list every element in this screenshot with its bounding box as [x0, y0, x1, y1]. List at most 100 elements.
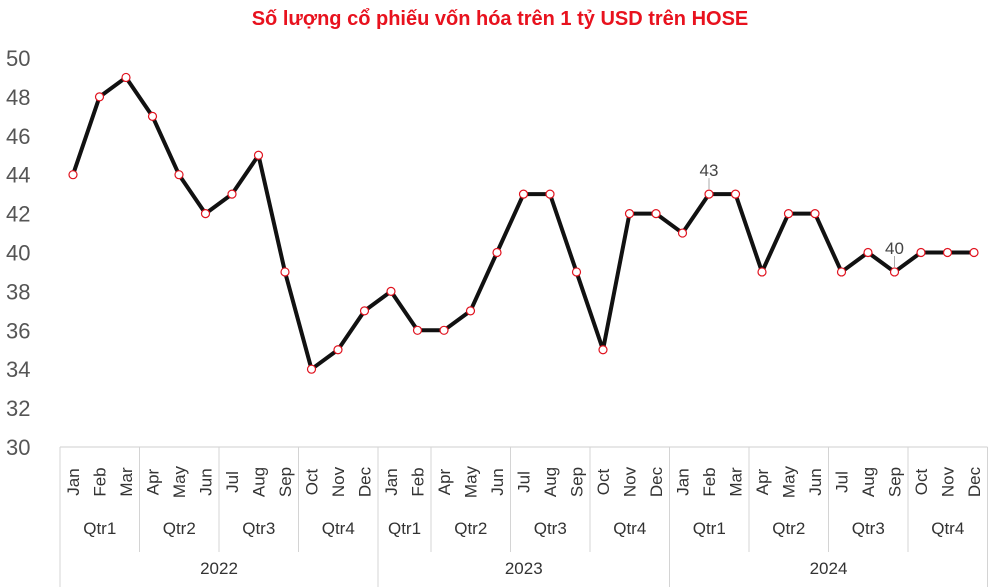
data-point [783, 209, 794, 219]
month-tick-label: Feb [700, 467, 719, 496]
data-point [492, 247, 502, 258]
data-point [916, 247, 926, 258]
data-point [624, 209, 635, 219]
quarter-label: Qtr1 [388, 519, 421, 538]
month-tick-label: Mar [117, 467, 136, 497]
year-label: 2024 [810, 559, 848, 578]
month-tick-label: Jul [515, 471, 534, 493]
data-label-layer: 43 40 [700, 161, 904, 267]
marker-layer [68, 72, 979, 374]
month-tick-label: Apr [753, 468, 772, 495]
month-tick-label: Jan [674, 468, 693, 495]
data-point [704, 189, 714, 199]
quarter-label: Qtr4 [613, 519, 646, 538]
month-tick-label: Mar [727, 467, 746, 497]
data-point [200, 209, 211, 219]
data-point [518, 189, 529, 199]
year-label: 2023 [505, 559, 543, 578]
month-tick-label: Aug [859, 467, 878, 497]
month-tick-label: Nov [329, 466, 348, 497]
quarter-label: Qtr2 [454, 519, 487, 538]
data-point [465, 306, 476, 316]
y-tick-label: 34 [6, 357, 30, 382]
y-tick-label: 42 [6, 202, 30, 227]
data-point [147, 111, 158, 121]
data-point [942, 247, 953, 258]
data-point [651, 209, 661, 219]
y-tick-label: 38 [6, 279, 30, 304]
data-label: 43 [700, 161, 719, 180]
quarter-label: Qtr3 [534, 519, 567, 538]
quarter-label: Qtr2 [772, 519, 805, 538]
month-tick-label: Nov [621, 466, 640, 497]
data-point [836, 267, 847, 277]
y-tick-label: 32 [6, 396, 30, 421]
month-tick-label: Dec [647, 466, 666, 497]
month-tick-label: Jan [382, 468, 401, 495]
data-point [598, 345, 608, 355]
series-line [71, 75, 976, 372]
month-tick-label: Sep [886, 467, 905, 497]
month-tick-label: Feb [91, 467, 110, 496]
month-tick-label: Sep [276, 467, 295, 497]
month-tick-label: Jun [806, 468, 825, 495]
data-point [306, 364, 317, 374]
data-point [121, 72, 131, 83]
month-tick-label: Dec [965, 466, 984, 497]
month-tick-label: Dec [356, 466, 375, 497]
data-point [677, 228, 688, 238]
month-tick-label: Oct [303, 469, 322, 496]
data-point [757, 267, 767, 277]
data-point [174, 170, 184, 180]
data-point [359, 306, 370, 316]
quarter-label: Qtr1 [693, 519, 726, 538]
month-tick-label: Oct [594, 469, 613, 496]
y-tick-label: 46 [6, 124, 30, 149]
quarter-label: Qtr1 [83, 519, 116, 538]
month-tick-label: Apr [435, 468, 454, 495]
month-tick-label: Jan [64, 468, 83, 495]
y-tick-label: 48 [6, 85, 30, 110]
data-point [571, 267, 582, 277]
data-point [545, 189, 555, 199]
month-tick-label: May [462, 465, 481, 498]
month-tick-label: Sep [568, 467, 587, 497]
data-point [68, 170, 78, 180]
quarter-label: Qtr4 [322, 519, 355, 538]
data-point [333, 345, 343, 355]
data-point [412, 325, 423, 335]
quarter-label: Qtr4 [931, 519, 964, 538]
quarter-label: Qtr2 [163, 519, 196, 538]
quarter-label: Qtr3 [242, 519, 275, 538]
data-point [94, 92, 105, 102]
month-tick-label: May [170, 465, 189, 498]
data-point [863, 247, 873, 258]
series-line-layer [71, 75, 976, 372]
month-tick-label: Feb [409, 467, 428, 496]
month-tick-label: Oct [912, 469, 931, 496]
data-point [969, 247, 979, 258]
month-tick-label: Aug [541, 467, 560, 497]
month-tick-label: Nov [939, 466, 958, 497]
month-tick-label: Aug [250, 467, 269, 497]
data-point [889, 267, 900, 277]
data-point [227, 189, 237, 199]
year-label: 2022 [200, 559, 238, 578]
data-point [439, 325, 449, 335]
y-tick-label: 44 [6, 163, 30, 188]
month-tick-label: Jun [197, 468, 216, 495]
quarter-label: Qtr3 [852, 519, 885, 538]
data-point [386, 286, 396, 296]
data-point [730, 189, 741, 199]
data-point [810, 209, 820, 219]
month-tick-label: Jul [223, 471, 242, 493]
y-tick-label: 50 [6, 46, 30, 71]
y-tick-label: 30 [6, 435, 30, 460]
y-tick-label: 36 [6, 318, 30, 343]
chart-title: Số lượng cổ phiếu vốn hóa trên 1 tỷ USD … [251, 8, 749, 30]
y-tick-label: 40 [6, 241, 30, 266]
month-tick-label: Jun [488, 468, 507, 495]
month-tick-label: Jul [833, 471, 852, 493]
data-point [280, 267, 290, 277]
